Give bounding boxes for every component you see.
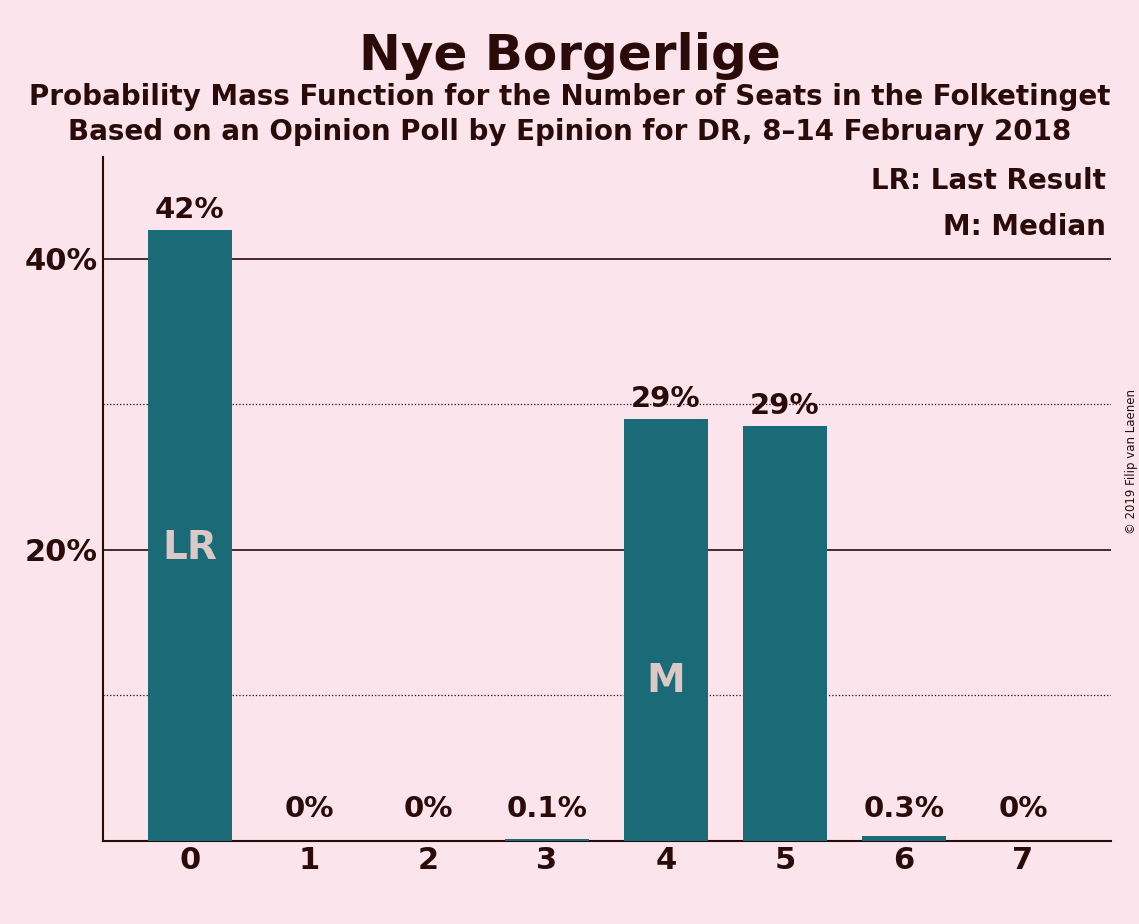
Text: 0%: 0% [285,796,334,823]
Text: Nye Borgerlige: Nye Borgerlige [359,32,780,80]
Text: 0%: 0% [998,796,1048,823]
Text: M: Median: M: Median [943,213,1106,241]
Bar [862,836,945,841]
Text: 42%: 42% [155,196,224,224]
Text: 0.1%: 0.1% [507,796,588,823]
Text: Probability Mass Function for the Number of Seats in the Folketinget: Probability Mass Function for the Number… [28,83,1111,111]
Bar [624,419,707,841]
Text: 0.3%: 0.3% [863,796,944,823]
Text: © 2019 Filip van Laenen: © 2019 Filip van Laenen [1124,390,1138,534]
Text: LR: LR [163,529,218,566]
Text: M: M [647,662,686,699]
Bar [506,839,589,841]
Text: Based on an Opinion Poll by Epinion for DR, 8–14 February 2018: Based on an Opinion Poll by Epinion for … [68,118,1071,146]
Text: 29%: 29% [631,385,700,413]
Text: 0%: 0% [403,796,452,823]
Text: LR: Last Result: LR: Last Result [870,167,1106,195]
Text: 29%: 29% [751,393,820,420]
Bar [744,426,827,841]
Bar [148,230,231,841]
